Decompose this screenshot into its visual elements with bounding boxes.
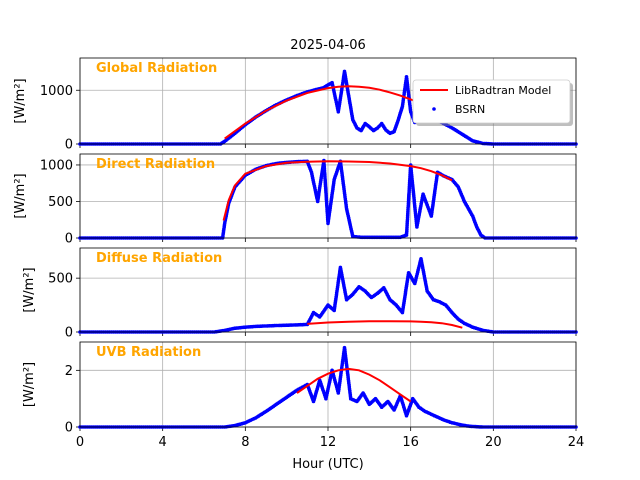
y-tick-label: 2: [65, 364, 73, 379]
y-tick-label: 0: [65, 232, 73, 247]
panel-frame: [79, 247, 577, 333]
legend-model-label: LibRadtran Model: [455, 84, 551, 97]
x-tick-label: 0: [76, 435, 84, 450]
x-tick-label: 20: [485, 435, 502, 450]
x-axis-label: Hour (UTC): [292, 457, 363, 472]
panel-label: Direct Radiation: [96, 157, 215, 172]
series-libradtran-model: [307, 320, 463, 329]
panel-frame: [79, 153, 577, 239]
y-axis-label: [W/m²]: [22, 267, 37, 312]
legend: LibRadtran Model BSRN: [412, 79, 573, 126]
chart-title: 2025-04-06: [290, 38, 366, 53]
x-tick-label: 16: [402, 435, 419, 450]
x-tick-label: 24: [568, 435, 585, 450]
y-tick-label: 500: [48, 195, 73, 210]
y-tick-label: 0: [65, 421, 73, 436]
series-libradtran-model: [224, 85, 432, 140]
panels: 0 1000 Global Radiation [W/m²] 0 500 1000 Direc…: [13, 57, 578, 436]
panel-2: 0 500 Diffuse Radiation [W/m²]: [22, 247, 578, 341]
x-axis: 0 4 8 12 16 20 24: [76, 435, 584, 450]
panel-label: Global Radiation: [96, 61, 217, 76]
series-libradtran-model: [296, 367, 412, 403]
panel-3: 0 2 UVB Radiation [W/m²]: [22, 341, 578, 436]
y-tick-label: 500: [48, 272, 73, 287]
series-libradtran-model: [222, 160, 453, 221]
y-axis-label: [W/m²]: [22, 362, 37, 407]
legend-box: [412, 79, 571, 124]
panel-frame: [79, 57, 577, 145]
legend-bsrn-swatch: [432, 107, 436, 111]
y-tick-label: 1000: [40, 84, 73, 99]
x-tick-label: 12: [320, 435, 337, 450]
y-tick-label: 0: [65, 326, 73, 341]
panel-1: 0 500 1000 Direct Radiation [W/m²]: [13, 153, 578, 247]
y-axis-label: [W/m²]: [13, 78, 28, 123]
legend-bsrn-label: BSRN: [455, 103, 485, 116]
panel-label: UVB Radiation: [96, 345, 201, 360]
x-tick-label: 8: [241, 435, 249, 450]
panel-label: Diffuse Radiation: [96, 251, 222, 266]
panel-frame: [79, 341, 577, 428]
y-tick-label: 1000: [40, 158, 73, 173]
y-tick-label: 0: [65, 138, 73, 153]
x-tick-label: 4: [159, 435, 167, 450]
y-axis-label: [W/m²]: [13, 173, 28, 218]
